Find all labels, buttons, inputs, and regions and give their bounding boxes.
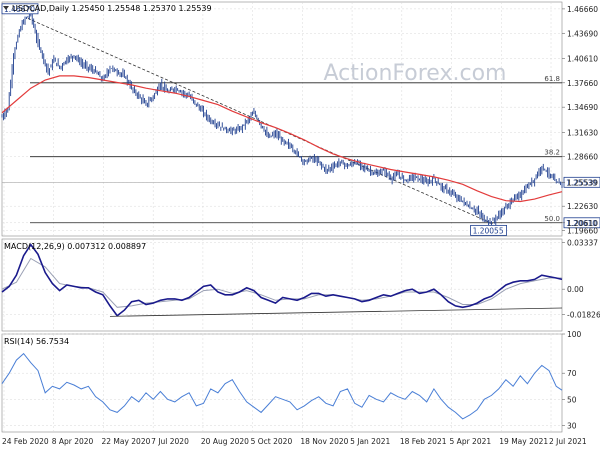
x-tick-label: 5 Apr 2021 xyxy=(450,437,492,446)
y-tick-label: 1.34690 xyxy=(567,103,598,112)
fib-level-label: 38.2 xyxy=(544,149,560,157)
macd-line xyxy=(1,243,563,317)
macd-panel xyxy=(1,243,563,317)
y-tick-label: 70 xyxy=(567,369,577,378)
price-panel-title: USDCAD,Daily 1.25450 1.25548 1.25370 1.2… xyxy=(12,4,212,13)
y-tick-label: 1.37660 xyxy=(567,79,598,88)
dropdown-triangle-icon xyxy=(3,6,9,10)
macd-trendline xyxy=(109,307,563,317)
fib-50-price-tag: 1.20610 xyxy=(566,219,597,228)
macd-signal-line xyxy=(1,257,562,308)
x-tick-label: 5 Jan 2021 xyxy=(350,437,390,446)
y-tick-label: -0.018262 xyxy=(567,311,600,320)
fib-level-label: 61.8 xyxy=(544,75,560,83)
high-price-tag: 1.46670 xyxy=(4,5,35,14)
y-tick-label: 0.03337 xyxy=(567,239,598,248)
macd-panel-frame xyxy=(1,238,563,332)
y-tick-label: 30 xyxy=(567,421,577,430)
x-tick-label: 22 May 2020 xyxy=(101,437,150,446)
y-tick-label: 1.28660 xyxy=(567,153,598,162)
y-tick-label: 100 xyxy=(567,330,582,339)
y-tick-label: 1.25539 xyxy=(567,178,598,187)
x-tick-label: 7 Jul 2020 xyxy=(151,437,189,446)
low-price-tag-box xyxy=(470,224,507,236)
x-tick-label: 18 Feb 2021 xyxy=(400,437,447,446)
price-panel-frame xyxy=(1,1,563,237)
x-tick-label: 2 Jul 2021 xyxy=(549,437,587,446)
x-tick-label: 19 May 2021 xyxy=(499,437,548,446)
y-tick-label: 1.40610 xyxy=(567,55,598,64)
y-tick-label: 50 xyxy=(567,395,577,404)
low-price-tag: 1.20055 xyxy=(473,226,504,235)
y-tick-label: 1.20610 xyxy=(567,219,598,228)
x-tick-label: 8 Apr 2020 xyxy=(52,437,94,446)
y-tick-label: 1.31630 xyxy=(567,128,598,137)
macd-panel-title: MACD(12,26,9) 0.007312 0.008897 xyxy=(4,242,146,251)
y-axis-labels: 1.46660 1.43690 1.40610 1.37660 1.34690 1.316… xyxy=(562,5,600,430)
x-tick-label: 18 Nov 2020 xyxy=(300,437,348,446)
last-price-tag: 1.25539 xyxy=(566,178,597,187)
rsi-panel xyxy=(1,352,563,420)
fib-level-label: 50.0 xyxy=(544,215,560,223)
rsi-panel-title: RSI(14) 56.7534 xyxy=(4,337,69,346)
price-panel: 61.8 38.2 50.0 1.46670 1.20055 1.25539 1.20610 xyxy=(1,3,600,236)
x-tick-label: 24 Feb 2020 xyxy=(2,437,49,446)
rsi-line xyxy=(1,352,563,420)
y-tick-label: 1.19660 xyxy=(567,227,598,236)
sma-line xyxy=(1,75,563,203)
x-tick-label: 20 Aug 2020 xyxy=(201,437,249,446)
x-axis-labels: 24 Feb 2020 8 Apr 2020 22 May 2020 7 Jul 20… xyxy=(2,437,587,446)
watermark-text: ActionForex.com xyxy=(324,61,507,86)
high-price-tag-box xyxy=(1,3,39,15)
y-tick-label: 1.22630 xyxy=(567,202,598,211)
y-tick-label: 1.46660 xyxy=(567,5,598,14)
y-tick-label: 0.00 xyxy=(567,285,584,294)
panel-titles: USDCAD,Daily 1.25450 1.25548 1.25370 1.2… xyxy=(4,4,212,346)
y-tick-label: 1.43690 xyxy=(567,29,598,38)
x-tick-label: 5 Oct 2020 xyxy=(251,437,293,446)
